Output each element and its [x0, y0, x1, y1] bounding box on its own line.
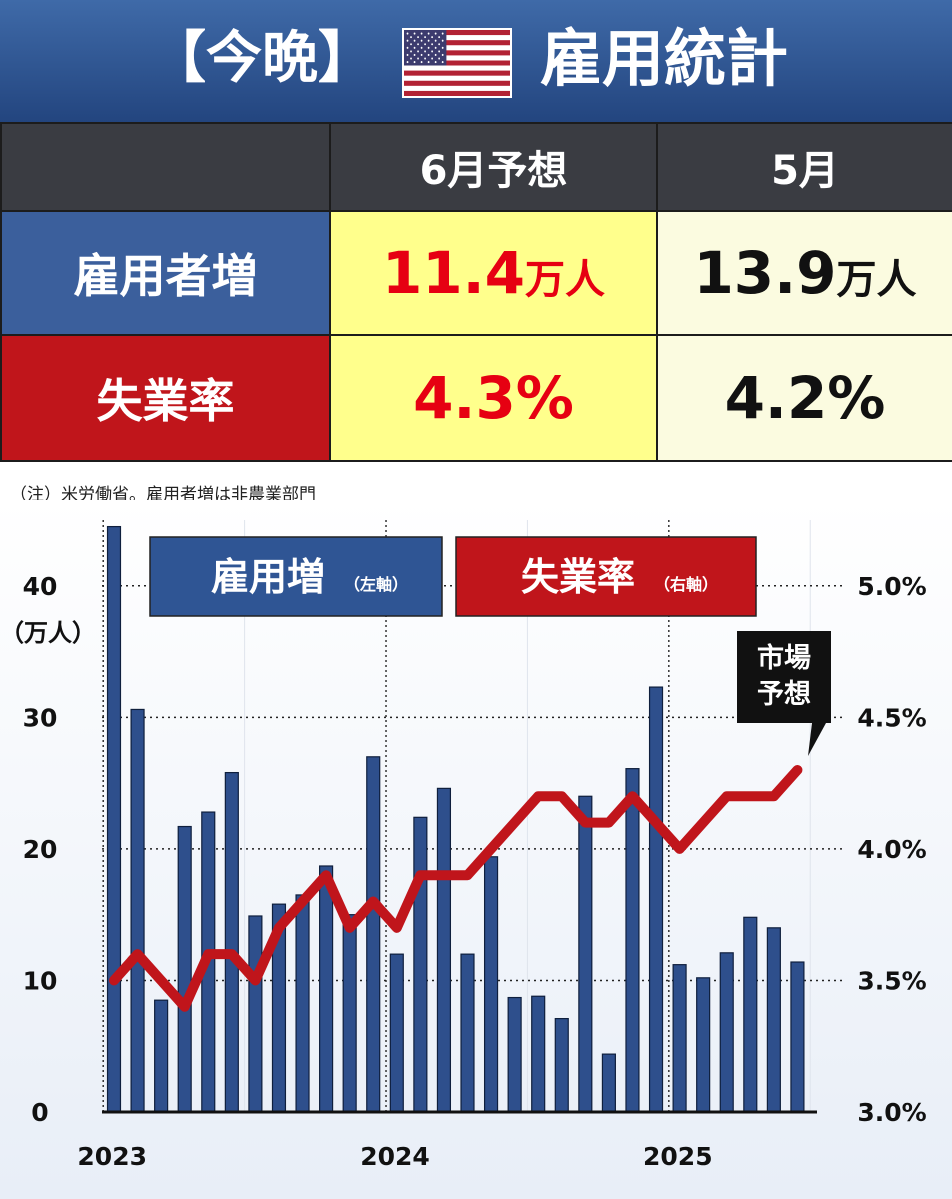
payrolls-previous-unit: 万人 — [836, 257, 917, 303]
bar — [342, 914, 357, 1113]
right-tick-label: 3.5% — [857, 966, 926, 995]
bar — [696, 977, 711, 1113]
left-tick-label: 30 — [23, 703, 58, 732]
unemployment-previous-value: 4.2% — [656, 334, 952, 462]
chart-axes: 0 10 20 30 40 （万人） 3.0% 3.5% 4.0% 4.5% 5.0% 2023 202… — [0, 572, 927, 1171]
bar — [601, 1053, 616, 1113]
employment-chart: 0 10 20 30 40 （万人） 3.0% 3.5% 4.0% 4.5% 5.0% 2023 202… — [0, 500, 952, 1199]
annotation-text: 予想 — [757, 679, 811, 710]
annotation-box — [737, 631, 831, 723]
us-flag-icon — [402, 28, 512, 98]
right-tick-label: 5.0% — [857, 572, 926, 601]
bar — [319, 865, 334, 1113]
legend-sublabel: （右軸） — [654, 575, 718, 594]
bar — [436, 787, 452, 1113]
bar — [389, 953, 404, 1113]
bar-series — [106, 525, 805, 1113]
bar — [743, 916, 758, 1113]
payrolls-previous-value: 13.9 — [693, 239, 837, 307]
left-tick-label: 20 — [23, 835, 58, 864]
bar — [460, 953, 475, 1113]
bar — [224, 771, 239, 1113]
x-tick-label: 2023 — [77, 1142, 147, 1171]
bar — [766, 927, 781, 1113]
payrolls-forecast-value: 11.4 — [381, 239, 526, 307]
bar — [648, 686, 664, 1113]
header-title: 雇用統計 — [540, 22, 789, 95]
bar — [578, 795, 593, 1113]
payrolls-previous-cell: 13.9万人 — [656, 210, 952, 336]
row-label-unemployment: 失業率 — [0, 334, 331, 462]
right-tick-label: 3.0% — [857, 1098, 926, 1127]
table-row: 失業率 4.3% 4.2% — [0, 334, 952, 462]
table-header-empty — [0, 122, 331, 212]
legend-label: 失業率 — [521, 555, 635, 599]
x-tick-label: 2024 — [360, 1142, 430, 1171]
table-row: 雇用者増 11.4万人 13.9万人 — [0, 210, 952, 336]
bar — [483, 856, 499, 1113]
chart-legend: 雇用増 （左軸） 失業率 （右軸） — [149, 536, 757, 617]
bar — [248, 915, 263, 1113]
chart-grid — [102, 520, 842, 1112]
bar — [531, 995, 546, 1113]
legend-label: 雇用増 — [211, 555, 325, 599]
right-tick-label: 4.0% — [857, 835, 926, 864]
bar — [790, 961, 805, 1113]
bar — [130, 708, 145, 1113]
bar — [625, 768, 640, 1113]
x-tick-label: 2025 — [643, 1142, 713, 1171]
row-label-payrolls: 雇用者増 — [0, 210, 331, 336]
payrolls-forecast-cell: 11.4万人 — [329, 210, 658, 336]
left-tick-label: 40 — [23, 572, 58, 601]
summary-table: 6月予想 5月 雇用者増 11.4万人 13.9万人 失業率 4.3% 4.2% — [0, 122, 952, 462]
bar — [719, 952, 734, 1113]
unemployment-line — [109, 764, 803, 1012]
line-series — [109, 764, 803, 1012]
bar — [507, 996, 522, 1113]
bar — [295, 894, 310, 1113]
left-tick-label: 10 — [23, 966, 58, 995]
annotation-text: 市場 — [757, 642, 811, 674]
bar — [366, 756, 381, 1113]
legend-sublabel: （左軸） — [344, 575, 408, 594]
payrolls-forecast-unit: 万人 — [525, 257, 606, 303]
table-header-previous: 5月 — [656, 122, 952, 212]
bar — [106, 525, 122, 1113]
left-tick-label: 0 — [31, 1098, 48, 1127]
header-banner: 【今晩】 雇用統計 — [0, 0, 952, 122]
table-header-row: 6月予想 5月 — [0, 122, 952, 212]
legend-box — [455, 536, 757, 617]
table-header-forecast: 6月予想 — [329, 122, 658, 212]
bar — [154, 999, 169, 1113]
bar — [672, 964, 687, 1113]
bar — [177, 825, 192, 1113]
bar — [554, 1017, 569, 1113]
header-bracket-text: 【今晩】 — [150, 26, 374, 91]
legend-box — [149, 536, 443, 617]
left-axis-unit: （万人） — [0, 619, 96, 647]
annotation-pointer — [808, 723, 826, 756]
unemployment-forecast-value: 4.3% — [329, 334, 658, 462]
right-tick-label: 4.5% — [857, 703, 926, 732]
bar — [413, 816, 428, 1113]
